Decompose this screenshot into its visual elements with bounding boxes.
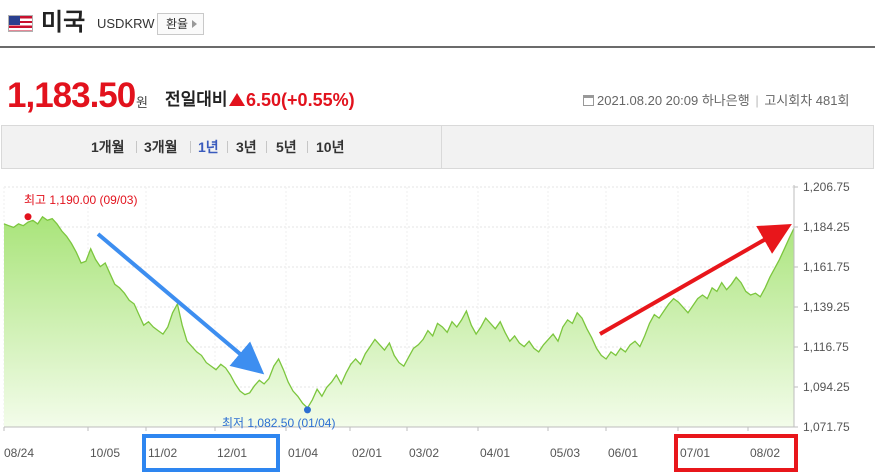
highlight-box-red bbox=[674, 434, 798, 472]
highlight-box-blue bbox=[142, 434, 280, 472]
price-change: 6.50(+0.55%) bbox=[246, 90, 355, 110]
y-tick-label: 1,206.75 bbox=[803, 180, 850, 194]
tab-divider bbox=[266, 141, 267, 153]
tab-3-months[interactable]: 3개월 bbox=[144, 139, 178, 155]
y-tick-label: 1,116.75 bbox=[803, 340, 849, 354]
meta-divider: | bbox=[755, 93, 759, 108]
tab-5-years[interactable]: 5년 bbox=[276, 139, 297, 155]
x-tick-label: 04/01 bbox=[480, 446, 510, 460]
exchange-rate-button[interactable]: 환율 bbox=[157, 13, 204, 35]
x-tick-label: 01/04 bbox=[288, 446, 318, 460]
change-percent: (+0.55%) bbox=[281, 90, 355, 110]
change-amount: 6.50 bbox=[246, 90, 282, 110]
x-tick-label: 02/01 bbox=[352, 446, 382, 460]
min-annotation-label: 최저 1,082.50 (01/04) bbox=[222, 416, 335, 430]
y-tick-label: 1,184.25 bbox=[803, 220, 850, 234]
current-price: 1,183.50 bbox=[7, 76, 136, 115]
x-tick-label: 08/24 bbox=[4, 446, 34, 460]
min-point bbox=[303, 406, 311, 414]
series-line bbox=[3, 215, 795, 409]
y-tick-label: 1,094.25 bbox=[803, 380, 850, 394]
compare-label: 전일대비 bbox=[165, 90, 228, 109]
period-tab-group: 1개월 3개월 1년 3년 5년 10년 bbox=[86, 126, 442, 168]
x-tick-label: 10/05 bbox=[90, 446, 120, 460]
exchange-rate-button-label: 환율 bbox=[166, 17, 189, 31]
currency-header: 미국 USDKRW 환율 bbox=[0, 0, 875, 48]
x-tick-label: 08/02 bbox=[750, 446, 780, 460]
period-tabs: 1개월 3개월 1년 3년 5년 10년 bbox=[1, 125, 874, 169]
tab-divider bbox=[227, 141, 228, 153]
tab-1-year[interactable]: 1년 bbox=[198, 139, 219, 155]
x-tick-label: 06/01 bbox=[608, 446, 638, 460]
exchange-rate-chart: 1,206.75 1,184.25 1,161.75 1,139.25 1,116.75… bbox=[0, 178, 875, 474]
bank-name: 하나은행 bbox=[701, 93, 750, 108]
tab-3-years[interactable]: 3년 bbox=[236, 139, 257, 155]
max-annotation-label: 최고 1,190.00 (09/03) bbox=[24, 193, 137, 207]
notice-round: 고시회차 481회 bbox=[764, 93, 850, 108]
chevron-right-icon bbox=[192, 20, 197, 28]
x-tick-label: 07/01 bbox=[680, 446, 710, 460]
quote-summary: 1,183.50 원 전일대비 6.50(+0.55%) 2021.08.20 … bbox=[0, 72, 875, 116]
y-tick-label: 1,139.25 bbox=[803, 300, 850, 314]
us-flag-icon bbox=[8, 15, 33, 32]
currency-code: USDKRW bbox=[97, 16, 155, 31]
calendar-icon bbox=[583, 95, 594, 106]
tab-divider bbox=[190, 141, 191, 153]
quote-meta: 2021.08.20 20:09 하나은행 | 고시회차 481회 bbox=[583, 93, 849, 109]
price-unit: 원 bbox=[136, 95, 148, 110]
y-tick-label: 1,071.75 bbox=[803, 420, 850, 434]
chart-canvas: 1,206.75 1,184.25 1,161.75 1,139.25 1,116.75… bbox=[3, 180, 850, 472]
tab-divider bbox=[307, 141, 308, 153]
x-tick-label: 12/01 bbox=[217, 446, 247, 460]
y-tick-label: 1,161.75 bbox=[803, 260, 850, 274]
up-triangle-icon bbox=[229, 93, 245, 106]
downtrend-arrow bbox=[96, 232, 265, 375]
x-tick-label: 11/02 bbox=[148, 446, 177, 460]
tab-1-month[interactable]: 1개월 bbox=[91, 139, 125, 155]
max-point bbox=[24, 213, 32, 221]
country-name: 미국 bbox=[41, 9, 86, 36]
quote-timestamp: 2021.08.20 20:09 bbox=[597, 93, 699, 108]
tab-divider bbox=[136, 141, 137, 153]
uptrend-arrow bbox=[599, 224, 792, 336]
series-area bbox=[4, 216, 794, 427]
x-tick-label: 05/03 bbox=[550, 446, 580, 460]
tab-10-years[interactable]: 10년 bbox=[316, 139, 345, 155]
x-tick-label: 03/02 bbox=[409, 446, 439, 460]
